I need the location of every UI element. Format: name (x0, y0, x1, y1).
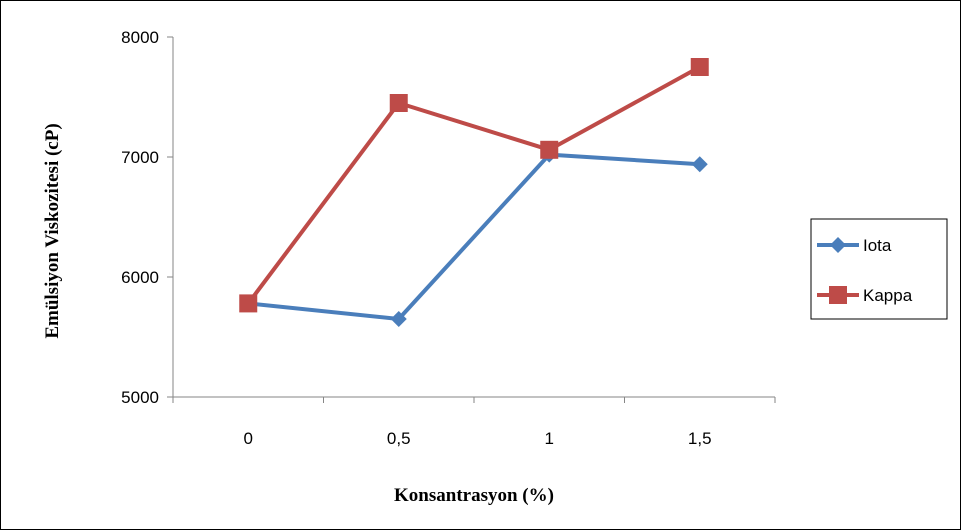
legend-item-kappa: Kappa (817, 286, 913, 305)
y-tick-label: 7000 (121, 148, 159, 167)
legend: Iota Kappa (810, 218, 948, 320)
x-tick-label: 0 (244, 429, 253, 448)
legend-label: Kappa (863, 286, 913, 305)
series-line-iota (248, 152, 700, 321)
x-axis-title: Konsantrasyon (%) (394, 485, 554, 506)
legend-label: Iota (863, 236, 892, 255)
data-point-iota (691, 156, 708, 173)
series-kappa (239, 58, 709, 313)
x-ticks: 0 0,5 1 1,5 (172, 397, 776, 448)
legend-swatch-marker (829, 286, 847, 304)
x-tick-label: 1,5 (688, 429, 712, 448)
x-tick-label: 1 (545, 429, 554, 448)
data-point-kappa (540, 140, 559, 159)
y-tick-label: 5000 (121, 388, 159, 407)
series-line-kappa (246, 65, 701, 305)
series (239, 58, 709, 327)
legend-item-iota: Iota (817, 236, 892, 255)
data-point-kappa (690, 58, 709, 76)
series-iota (240, 146, 708, 327)
y-ticks: 5000 6000 7000 8000 (121, 28, 173, 407)
data-point-iota (390, 311, 407, 327)
data-point-kappa (239, 294, 258, 313)
y-tick-label: 6000 (121, 268, 159, 287)
axes: 5000 6000 7000 8000 0 0,5 1 1,5 (121, 28, 776, 448)
y-axis-title: Emülsiyon Viskozitesi (cP) (42, 123, 63, 338)
legend-swatch-marker (830, 237, 846, 253)
y-tick-label: 8000 (121, 28, 159, 47)
data-point-kappa (389, 94, 408, 112)
x-tick-label: 0,5 (387, 429, 411, 448)
